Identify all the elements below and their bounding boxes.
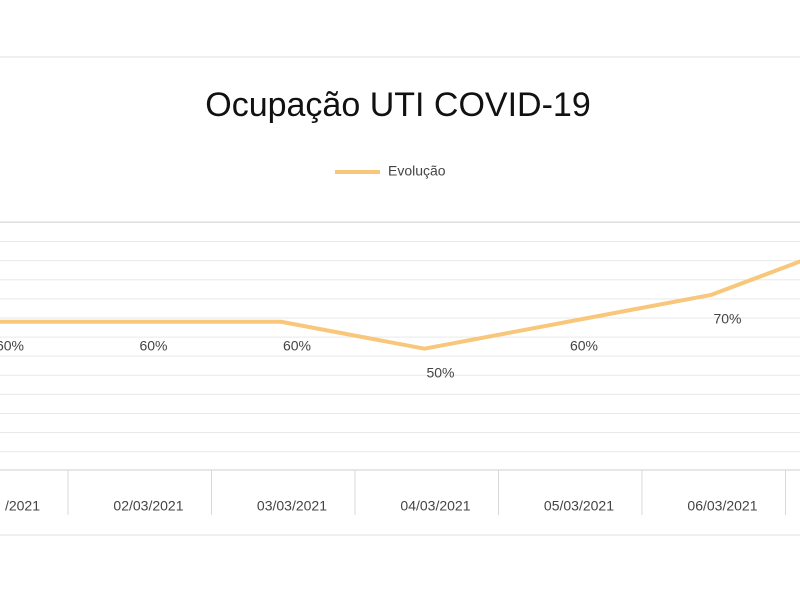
data-label: 60% [283,337,311,353]
data-label: 60% [0,337,24,353]
data-label: 50% [426,364,454,380]
series-line [0,259,800,351]
plot: /2021 02/03/2021 03/03/2021 04/03/2021 05/03… [0,259,800,515]
legend-label: Evolução [388,163,446,179]
x-tick-label: 04/03/2021 [400,498,470,514]
x-tick-label: 05/03/2021 [544,498,614,514]
chart-title: Ocupação UTI COVID-19 [205,86,590,124]
x-tick-label: 03/03/2021 [257,498,327,514]
x-tick-label: /2021 [5,498,40,514]
x-tick-label: 02/03/2021 [113,498,183,514]
x-tick-label: 06/03/2021 [687,498,757,514]
data-label: 60% [570,337,598,353]
data-label: 60% [139,337,167,353]
data-label: 70% [713,310,741,326]
